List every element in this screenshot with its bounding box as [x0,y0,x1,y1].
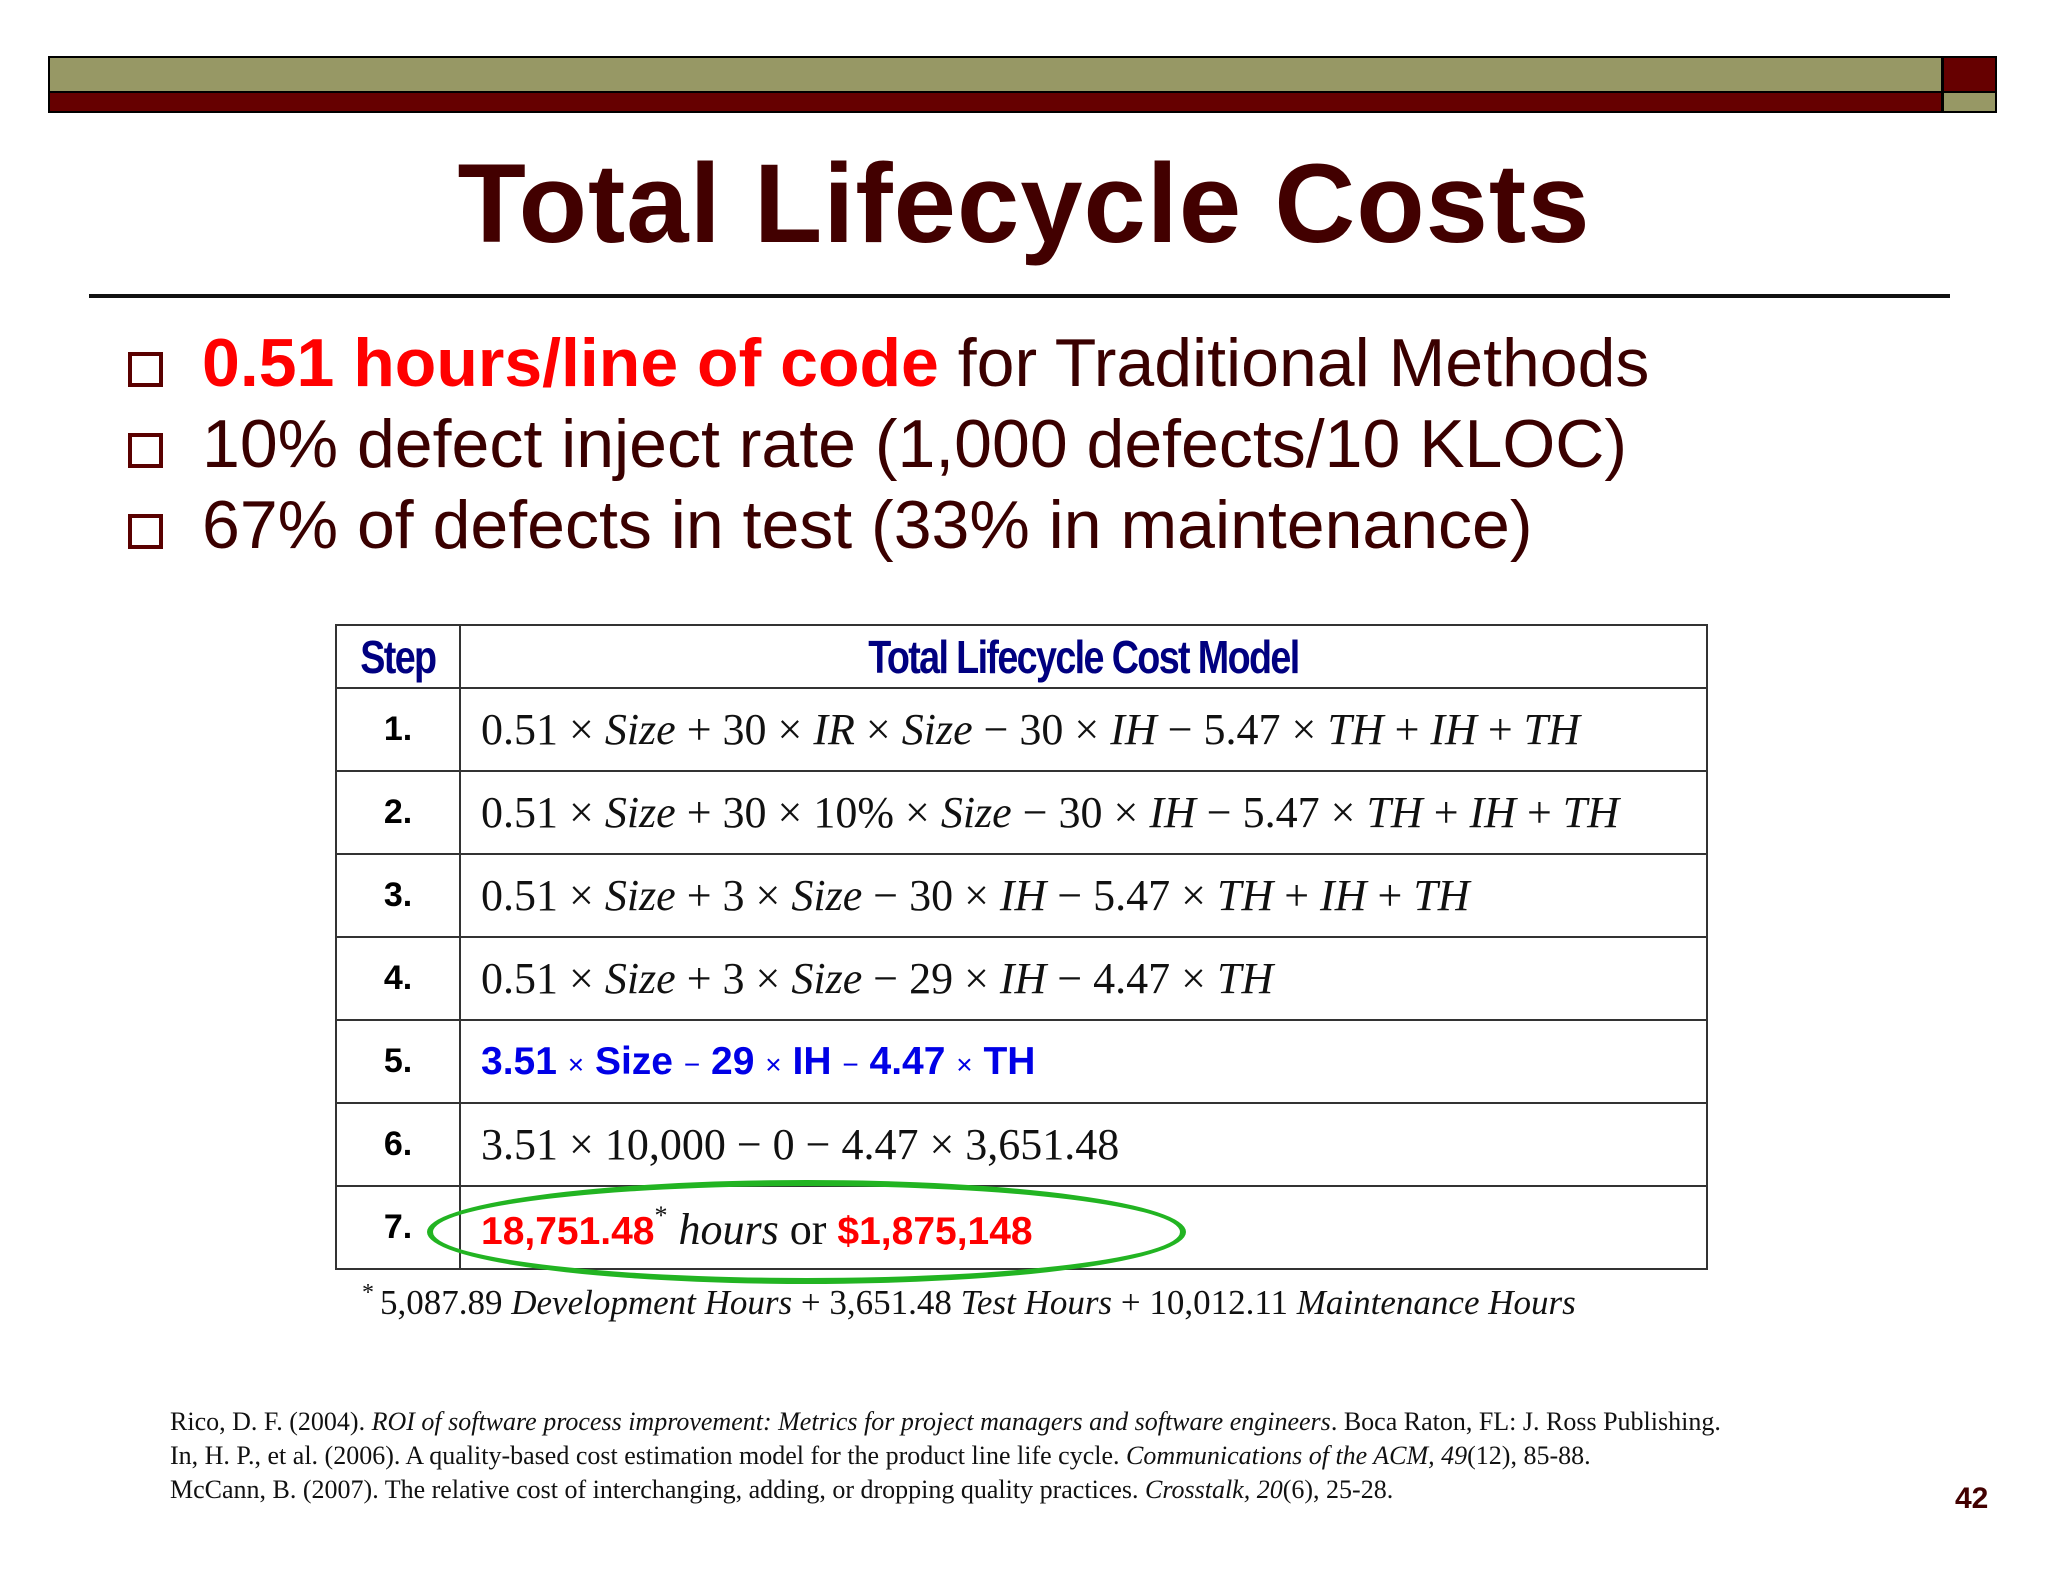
olive-block [1944,93,1995,111]
reference-item: Rico, D. F. (2004). ROI of software proc… [170,1407,1721,1436]
step-number: 2. [335,770,461,855]
formula-cell: 0.51 × Size + 30 × IR × Size − 30 × IH −… [459,687,1708,772]
formula-cell: 0.51 × Size + 3 × Size − 30 × IH − 5.47 … [459,853,1708,938]
footnote-marker: * [654,1200,668,1230]
footnote: * 5,087.89 Development Hours + 3,651.48 T… [362,1280,1576,1322]
total-dollars: $1,875,148 [837,1209,1033,1253]
square-bullet-icon [128,433,163,468]
step-number: 1. [335,687,461,772]
header-step: Step [335,624,461,689]
cost-model-table: Step Total Lifecycle Cost Model 1. 0.51 … [335,624,1708,1270]
formula-cell: 0.51 × Size + 30 × 10% × Size − 30 × IH … [459,770,1708,855]
bullet-highlight: 0.51 hours/line of code [202,325,939,401]
header-decoration-bar [48,56,1997,113]
simplified-formula-cell: 3.51 × Size − 29 × IH − 4.47 × TH [459,1019,1708,1104]
bullet-text: 10% defect inject rate (1,000 defects/10… [202,406,1628,482]
table-row: 3. 0.51 × Size + 3 × Size − 30 × IH − 5.… [335,853,1708,938]
step-number: 4. [335,936,461,1021]
step-number: 5. [335,1019,461,1104]
table-row: 1. 0.51 × Size + 30 × IR × Size − 30 × I… [335,687,1708,772]
table-header-row: Step Total Lifecycle Cost Model [335,624,1708,689]
table-row: 4. 0.51 × Size + 3 × Size − 29 × IH − 4.… [335,936,1708,1021]
square-bullet-icon [128,514,163,549]
maroon-block [1944,58,1995,91]
formula-cell: 3.51 × 10,000 − 0 − 4.47 × 3,651.48 [459,1102,1708,1187]
table-row: 7. 18,751.48* hours or $1,875,148 [335,1185,1708,1270]
square-bullet-icon [128,352,163,387]
result-cell: 18,751.48* hours or $1,875,148 [459,1185,1708,1270]
step-number: 6. [335,1102,461,1187]
reference-item: McCann, B. (2007). The relative cost of … [170,1475,1394,1504]
bullet-text: for Traditional Methods [938,325,1650,401]
table-row: 6. 3.51 × 10,000 − 0 − 4.47 × 3,651.48 [335,1102,1708,1187]
reference-item: In, H. P., et al. (2006). A quality-base… [170,1441,1591,1470]
total-hours: 18,751.48 [481,1209,655,1253]
title-divider [89,294,1950,298]
formula-cell: 0.51 × Size + 3 × Size − 29 × IH − 4.47 … [459,936,1708,1021]
references: Rico, D. F. (2004). ROI of software proc… [170,1405,1721,1507]
page-number: 42 [1955,1482,1989,1515]
bullet-text: 67% of defects in test (33% in maintenan… [202,487,1533,563]
slide-title: Total Lifecycle Costs [457,141,1591,266]
step-number: 3. [335,853,461,938]
olive-stripe [50,58,1941,91]
step-number: 7. [335,1185,461,1270]
maroon-stripe [50,93,1941,111]
table-row: 5. 3.51 × Size − 29 × IH − 4.47 × TH [335,1019,1708,1104]
table-row: 2. 0.51 × Size + 30 × 10% × Size − 30 × … [335,770,1708,855]
header-model: Total Lifecycle Cost Model [459,624,1708,689]
